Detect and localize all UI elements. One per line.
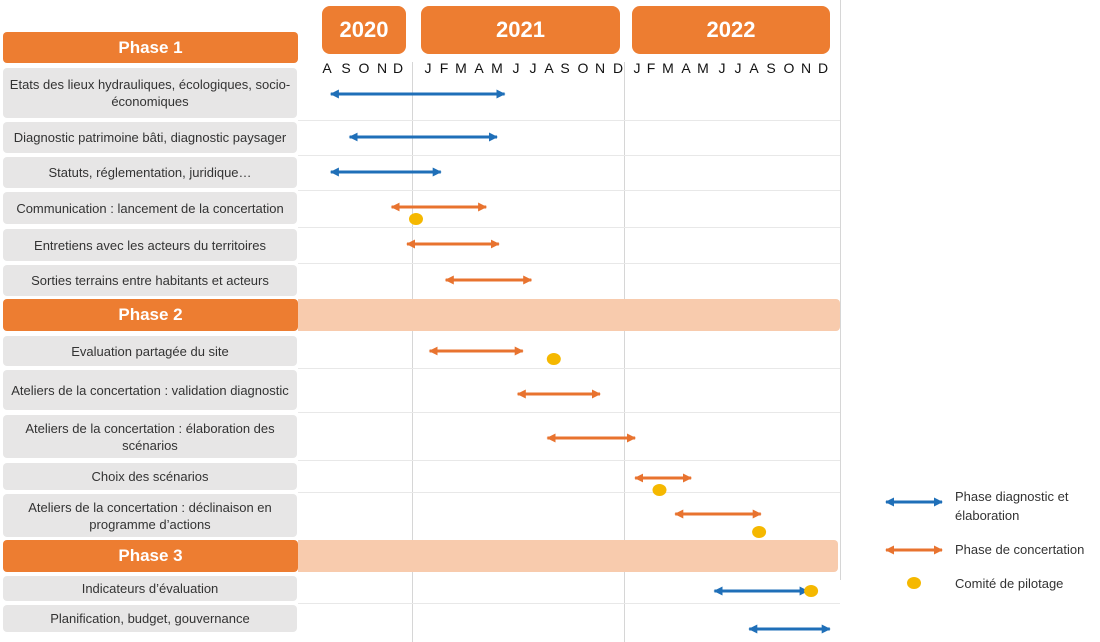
month-label: N bbox=[800, 60, 812, 76]
phase-2-band bbox=[298, 299, 840, 331]
row-gridline bbox=[298, 412, 840, 413]
row-gridline bbox=[298, 120, 840, 121]
legend-label-diagnostic: Phase diagnostic et élaboration bbox=[955, 489, 1069, 523]
copil-marker bbox=[804, 585, 819, 597]
task-label: Ateliers de la concertation : déclinaiso… bbox=[3, 494, 297, 537]
phase-3-band bbox=[298, 540, 838, 572]
month-label: D bbox=[817, 60, 829, 76]
year-header-2022: 2022 bbox=[632, 6, 830, 54]
row-gridline bbox=[298, 190, 840, 191]
task-label: Evaluation partagée du site bbox=[3, 336, 297, 366]
year-header-2020: 2020 bbox=[322, 6, 406, 54]
legend-label-copil: Comité de pilotage bbox=[955, 576, 1064, 591]
phase-2-label: Phase 2 bbox=[3, 299, 298, 331]
task-label: Choix des scénarios bbox=[3, 463, 297, 490]
month-label: A bbox=[474, 60, 484, 76]
phase-3-label: Phase 3 bbox=[3, 540, 298, 572]
task-label: Sorties terrains entre habitants et acte… bbox=[3, 265, 297, 296]
row-gridline bbox=[298, 492, 840, 493]
row-gridline bbox=[298, 263, 840, 264]
legend-copil-marker bbox=[907, 577, 921, 589]
row-gridline bbox=[298, 460, 840, 461]
month-label: A bbox=[544, 60, 554, 76]
row-gridline bbox=[298, 155, 840, 156]
month-label: J bbox=[718, 60, 726, 76]
month-label: J bbox=[734, 60, 742, 76]
task-label: Ateliers de la concertation : élaboratio… bbox=[3, 415, 297, 458]
month-label: A bbox=[749, 60, 759, 76]
month-label: D bbox=[392, 60, 404, 76]
month-label: D bbox=[612, 60, 624, 76]
month-label: N bbox=[376, 60, 388, 76]
phase-1-label: Phase 1 bbox=[3, 32, 298, 63]
month-label: M bbox=[697, 60, 709, 76]
month-label: N bbox=[594, 60, 606, 76]
month-label: F bbox=[439, 60, 449, 76]
month-label: A bbox=[681, 60, 691, 76]
month-label: J bbox=[424, 60, 432, 76]
task-label: Etats des lieux hydrauliques, écologique… bbox=[3, 68, 297, 118]
copil-marker bbox=[752, 526, 767, 538]
month-label: S bbox=[560, 60, 570, 76]
task-label: Diagnostic patrimoine bâti, diagnostic p… bbox=[3, 122, 297, 153]
timeline-right-border bbox=[840, 0, 841, 580]
copil-marker bbox=[409, 213, 423, 225]
month-label: O bbox=[358, 60, 370, 76]
month-label: A bbox=[322, 60, 332, 76]
year-header-2021: 2021 bbox=[421, 6, 620, 54]
task-label: Entretiens avec les acteurs du territoir… bbox=[3, 229, 297, 261]
copil-marker bbox=[546, 353, 561, 365]
row-gridline bbox=[298, 368, 840, 369]
task-label: Indicateurs d’évaluation bbox=[3, 576, 297, 601]
task-label: Ateliers de la concertation : validation… bbox=[3, 370, 297, 410]
task-label: Communication : lancement de la concerta… bbox=[3, 192, 297, 224]
row-gridline bbox=[298, 603, 840, 604]
task-label: Statuts, réglementation, juridique… bbox=[3, 157, 297, 188]
month-label: M bbox=[491, 60, 503, 76]
month-label: J bbox=[633, 60, 641, 76]
month-label: S bbox=[766, 60, 776, 76]
month-label: O bbox=[783, 60, 795, 76]
month-label: J bbox=[529, 60, 537, 76]
month-label: F bbox=[646, 60, 656, 76]
task-label: Planification, budget, gouvernance bbox=[3, 605, 297, 632]
month-label: J bbox=[512, 60, 520, 76]
month-label: M bbox=[662, 60, 674, 76]
row-gridline bbox=[298, 227, 840, 228]
month-label: S bbox=[341, 60, 351, 76]
year-separator-2021 bbox=[412, 62, 413, 642]
month-label: O bbox=[577, 60, 589, 76]
legend-label-concertation: Phase de concertation bbox=[955, 542, 1085, 557]
year-separator-2022 bbox=[624, 62, 625, 642]
copil-marker bbox=[652, 484, 667, 496]
month-label: M bbox=[455, 60, 467, 76]
